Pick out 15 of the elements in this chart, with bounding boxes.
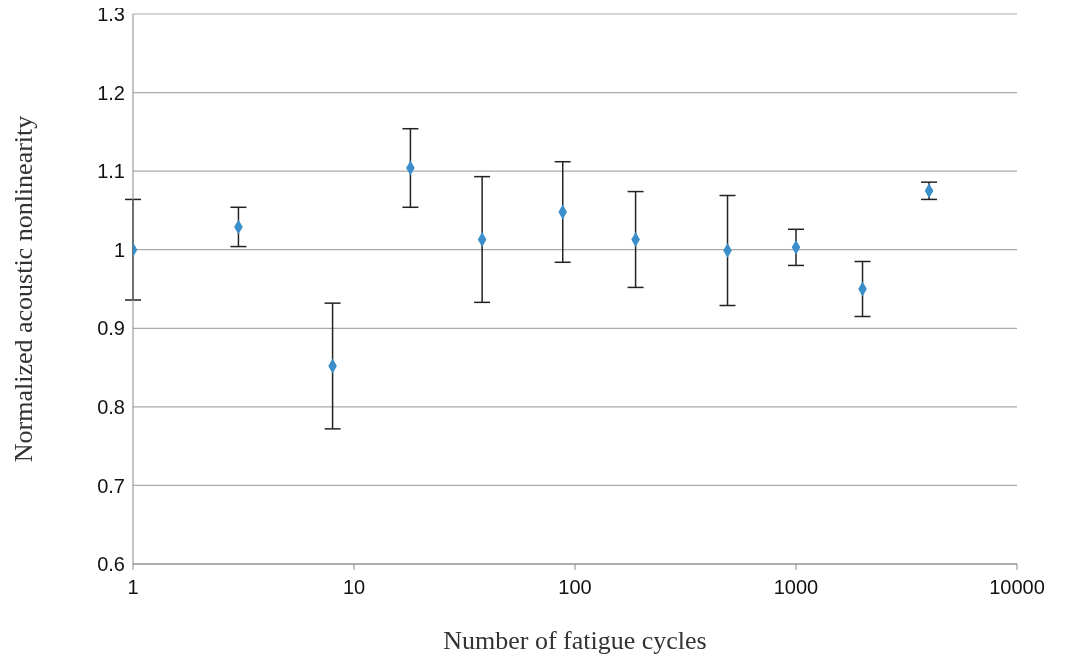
y-tick-label: 1.3 <box>97 3 125 26</box>
x-tick-label: 10 <box>342 576 366 599</box>
y-tick-label: 0.6 <box>97 553 125 576</box>
x-axis-title: Number of fatigue cycles <box>443 626 707 655</box>
y-tick-label: 1 <box>113 238 125 261</box>
y-tick-label: 0.9 <box>97 317 125 340</box>
y-tick-label: 0.7 <box>97 474 125 497</box>
y-tick-label: 0.8 <box>97 395 125 418</box>
y-axis-title: Normalized acoustic nonlinearity <box>9 115 39 463</box>
y-tick-label: 1.2 <box>97 81 125 104</box>
x-tick-label: 1 <box>127 576 139 599</box>
x-tick-label: 100 <box>558 576 592 599</box>
x-tick-label: 1000 <box>773 576 819 599</box>
y-tick-label: 1.1 <box>97 160 125 183</box>
x-tick-label: 10000 <box>989 576 1045 599</box>
